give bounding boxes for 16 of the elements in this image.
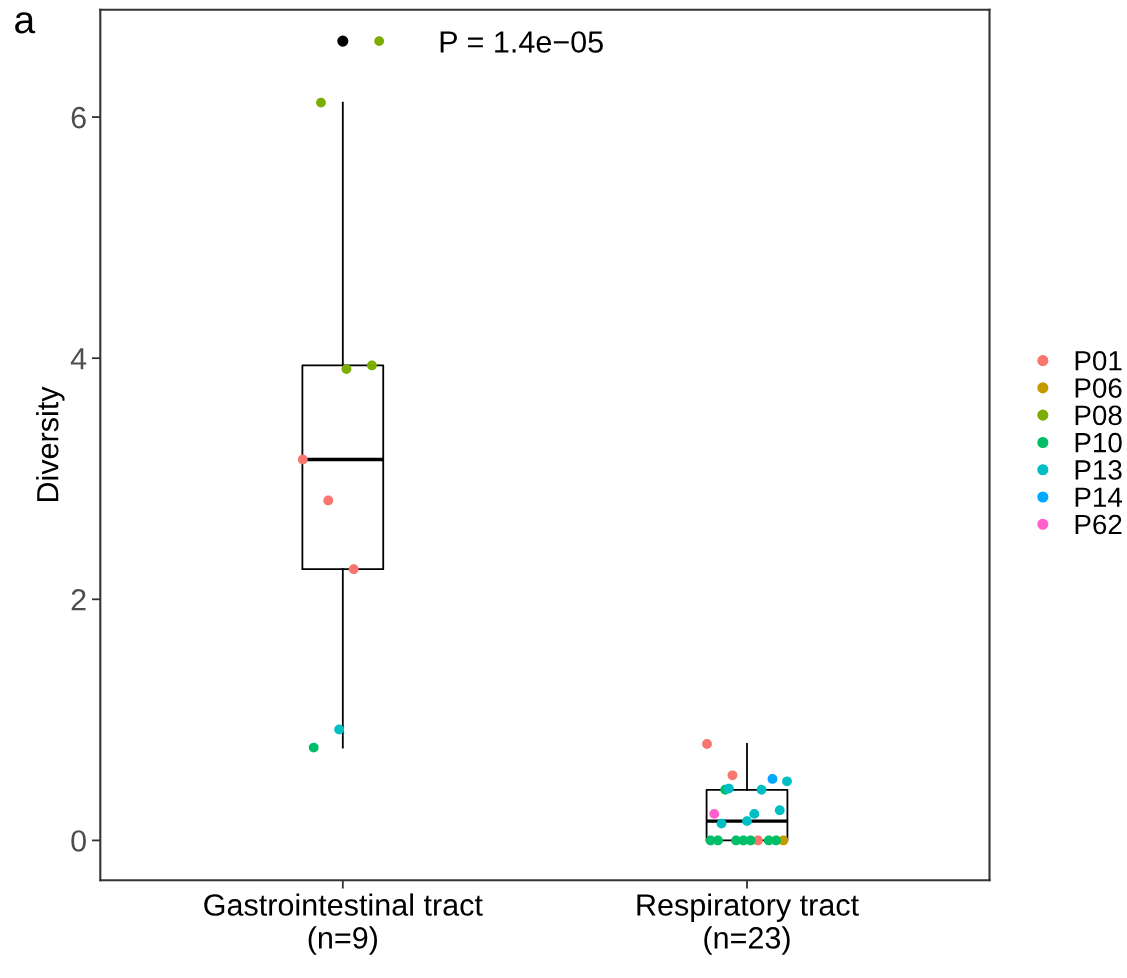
y-tick-label: 0 bbox=[71, 830, 86, 852]
y-tick-label: 2 bbox=[71, 589, 86, 611]
text: a bbox=[15, 12, 36, 34]
legend-label: P08 bbox=[1075, 405, 1122, 426]
legend-label: P62 bbox=[1075, 514, 1122, 535]
y-tick-label: 6 bbox=[71, 106, 86, 129]
x-tick-label: Respiratory tract (n=23) bbox=[637, 893, 859, 955]
legend-label: P06 bbox=[1075, 378, 1122, 398]
y-axis-title: Diversity bbox=[36, 386, 65, 502]
legend-label: P14 bbox=[1075, 487, 1123, 507]
x-tick-label: Gastrointestinal tract (n=9) bbox=[204, 893, 483, 955]
legend-label: P10 bbox=[1075, 432, 1122, 453]
legend-label: P13 bbox=[1075, 460, 1122, 480]
legend-label: P01 bbox=[1075, 350, 1122, 371]
annotation: P = 1.4e−05 bbox=[440, 31, 603, 53]
y-tick-label: 4 bbox=[70, 348, 87, 370]
